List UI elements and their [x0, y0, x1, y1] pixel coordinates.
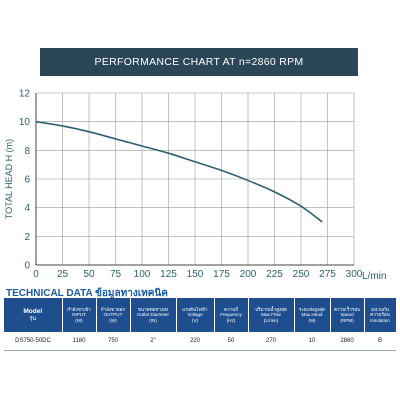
technical-data-title-en: TECHNICAL DATA	[6, 288, 93, 299]
column-header-en: OUTPUT	[103, 312, 123, 318]
column-header-maxhead: ระยะส่งสูงสุด Max.Head (M)	[294, 298, 331, 332]
column-header-en: INPUT	[72, 312, 86, 318]
table-row: DS750-50DC 1180 750 2" 220 50 270 10 2860 B	[4, 332, 396, 351]
column-header-en: Voltage	[187, 312, 203, 318]
column-header-unit: (V)	[191, 317, 199, 323]
column-header-en: Speed	[340, 312, 354, 318]
column-header-speed: ความเร็วรอบ Speed (RPM)	[330, 298, 365, 332]
chart-title: PERFORMANCE CHART AT n=2860 RPM	[94, 56, 304, 68]
column-header-unit: (L/min)	[263, 317, 279, 323]
x-tick-label: 300	[346, 269, 363, 280]
cell-maxflow: 270	[248, 332, 294, 351]
x-tick-label: 175	[213, 269, 230, 280]
column-header-en: Frequency	[220, 312, 242, 318]
column-header-th: ปริมาณน้ำสูงสุด	[255, 306, 287, 312]
column-header-en: Insulation	[370, 317, 390, 323]
x-tick-label: 250	[293, 269, 310, 280]
column-header-th: ฉนวนกันความร้อน	[370, 306, 390, 318]
column-header-en: Outlet Diameter	[136, 312, 170, 318]
column-header-en: Max.Head	[301, 312, 323, 318]
y-tick-label: 4	[24, 203, 30, 214]
y-tick-label: 6	[24, 175, 30, 186]
column-header-input: กำลังขาเข้า INPUT (W)	[62, 298, 97, 332]
cell-voltage: 220	[176, 332, 214, 351]
y-tick-label: 8	[24, 146, 30, 157]
x-tick-label: 150	[187, 269, 204, 280]
head-flow-curve	[35, 120, 323, 223]
cell-model: DS750-50DC	[4, 332, 62, 351]
column-header-voltage: แรงดันไฟฟ้า Voltage (V)	[176, 298, 215, 332]
x-tick-labels: 0 25 50 75 100 125 150 175 200 225 250 275 300	[33, 269, 363, 280]
table-header-row: Model รุ่น กำลังขาเข้า INPUT (W) กำลังขาออก OU…	[4, 298, 397, 332]
technical-data-title-th: ข้อมูลทางเทคนิค	[95, 288, 168, 299]
column-header-th: ความถี่	[223, 306, 239, 312]
column-header-model-th: รุ่น	[29, 315, 37, 322]
column-header-th: กำลังขาออก	[100, 306, 126, 312]
column-header-unit: (IN)	[149, 317, 157, 323]
column-header-outlet: ขนาดท่อทางส่ง Outlet Diameter (IN)	[130, 298, 177, 332]
performance-chart: 0 2 4 6 8 10 12 0 25 50 75 100 125 150 175 200 225 250 27…	[4, 89, 386, 283]
y-tick-labels: 0 2 4 6 8 10 12	[19, 89, 31, 272]
column-header-th: ความเร็วรอบ	[333, 306, 361, 312]
column-header-th: ขนาดท่อทางส่ง	[137, 306, 169, 312]
y-tick-label: 2	[24, 232, 30, 243]
cell-outlet: 2"	[130, 332, 176, 351]
column-header-maxflow: ปริมาณน้ำสูงสุด Max.Flow (L/min)	[248, 298, 295, 332]
technical-data-title: TECHNICAL DATA ข้อมูลทางเทคนิค	[6, 286, 168, 301]
table-body: DS750-50DC 1180 750 2" 220 50 270 10 2860 B	[4, 332, 396, 351]
column-header-unit: (Hz)	[226, 317, 236, 323]
cell-maxhead: 10	[294, 332, 330, 351]
column-header-th: แรงดันไฟฟ้า	[182, 306, 208, 312]
x-tick-label: 50	[83, 269, 95, 280]
x-axis-label: L/min	[362, 271, 386, 282]
column-header-model: Model รุ่น	[4, 298, 63, 332]
column-header-th: ระยะส่งสูงสุด	[299, 306, 325, 312]
cell-input: 1180	[62, 332, 96, 351]
x-tick-label: 100	[134, 269, 151, 280]
x-tick-label: 125	[160, 269, 177, 280]
cell-frequency: 50	[214, 332, 248, 351]
x-tick-label: 25	[57, 269, 69, 280]
column-header-unit: (RPM)	[340, 317, 354, 323]
column-header-th: กำลังขาเข้า	[67, 306, 91, 312]
column-header-unit: (M)	[308, 317, 316, 323]
chart-title-banner: PERFORMANCE CHART AT n=2860 RPM	[40, 48, 358, 76]
column-header-unit: (W)	[75, 317, 83, 323]
x-tick-label: 0	[33, 269, 39, 280]
column-header-en: Max.Flow	[261, 312, 281, 318]
column-header-frequency: ความถี่ Frequency (Hz)	[214, 298, 249, 332]
chart-grid	[35, 92, 355, 266]
x-tick-label: 225	[266, 269, 283, 280]
column-header-output: กำลังขาออก OUTPUT (W)	[96, 298, 131, 332]
y-tick-label: 10	[19, 117, 31, 128]
y-tick-label: 12	[19, 89, 31, 100]
column-header-insulation: ฉนวนกันความร้อน Insulation	[364, 298, 397, 332]
column-header-unit: (W)	[109, 317, 117, 323]
technical-data-table: Model รุ่น กำลังขาเข้า INPUT (W) กำลังขาออก OU…	[4, 298, 397, 351]
x-tick-label: 75	[110, 269, 122, 280]
y-tick-label: 0	[24, 261, 30, 272]
cell-speed: 2860	[330, 332, 364, 351]
cell-output: 750	[96, 332, 130, 351]
x-tick-label: 275	[319, 269, 336, 280]
x-tick-label: 200	[240, 269, 257, 280]
column-header-model-en: Model	[23, 307, 43, 315]
cell-insulation: B	[364, 332, 396, 351]
y-axis-label: TOTAL HEAD H (m)	[4, 139, 14, 219]
